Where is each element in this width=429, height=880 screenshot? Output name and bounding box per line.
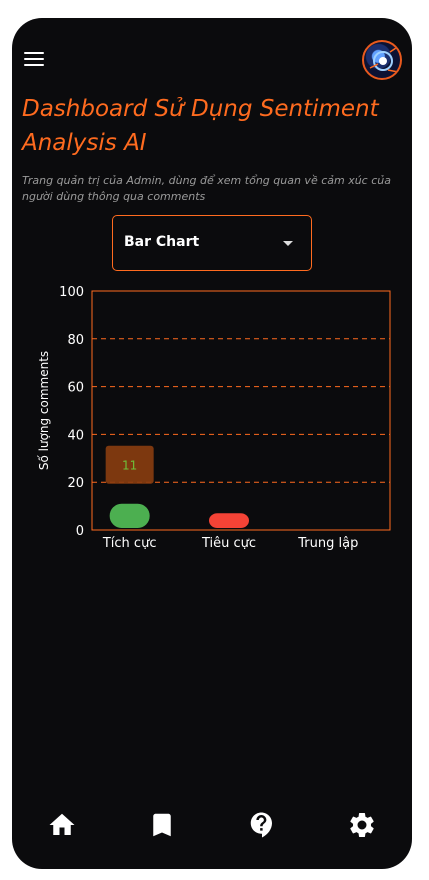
x-tick-label: Tích cực [102, 536, 157, 551]
nav-home-button[interactable] [47, 810, 77, 840]
y-axis-label: Số lượng comments [37, 351, 51, 470]
nav-help-button[interactable] [247, 810, 277, 840]
y-tick-label: 80 [67, 333, 84, 348]
menu-icon[interactable] [24, 52, 44, 68]
sentiment-bar-chart: 0 20 40 60 80 100 Số lượng comments Tích cực Tiê… [37, 285, 391, 551]
avatar[interactable] [362, 40, 402, 80]
y-tick-label: 20 [67, 476, 84, 491]
nav-bookmark-button[interactable] [147, 810, 177, 840]
y-tick-label: 100 [59, 285, 84, 300]
top-app-bar [12, 18, 412, 98]
bottom-navigation [12, 808, 412, 860]
chart-type-select[interactable]: Bar Chart [112, 215, 312, 271]
y-tick-label: 60 [67, 381, 84, 396]
help-icon [250, 812, 272, 838]
home-icon [49, 813, 75, 835]
bar [209, 513, 249, 528]
y-tick-label: 40 [67, 428, 84, 443]
page-subtitle: Trang quản trị của Admin, dùng để xem tổ… [22, 174, 391, 203]
x-tick-label: Tiêu cực [201, 536, 256, 551]
settings-icon [350, 812, 374, 837]
x-tick-label: Trung lập [297, 536, 358, 551]
chevron-down-icon [283, 241, 293, 246]
bar-tooltip-value: 11 [122, 459, 137, 473]
y-tick-label: 0 [76, 524, 84, 539]
chart-type-selected-label: Bar Chart [124, 234, 200, 250]
bookmark-icon [153, 813, 171, 837]
app-screen: Dashboard Sử Dụng Sentiment Analysis AI … [12, 18, 412, 869]
page-title: Dashboard Sử Dụng Sentiment Analysis AI [22, 96, 379, 156]
bar-tooltip [105, 445, 154, 484]
plot-frame [91, 290, 391, 531]
nav-settings-button[interactable] [347, 810, 377, 840]
bar [109, 503, 150, 528]
